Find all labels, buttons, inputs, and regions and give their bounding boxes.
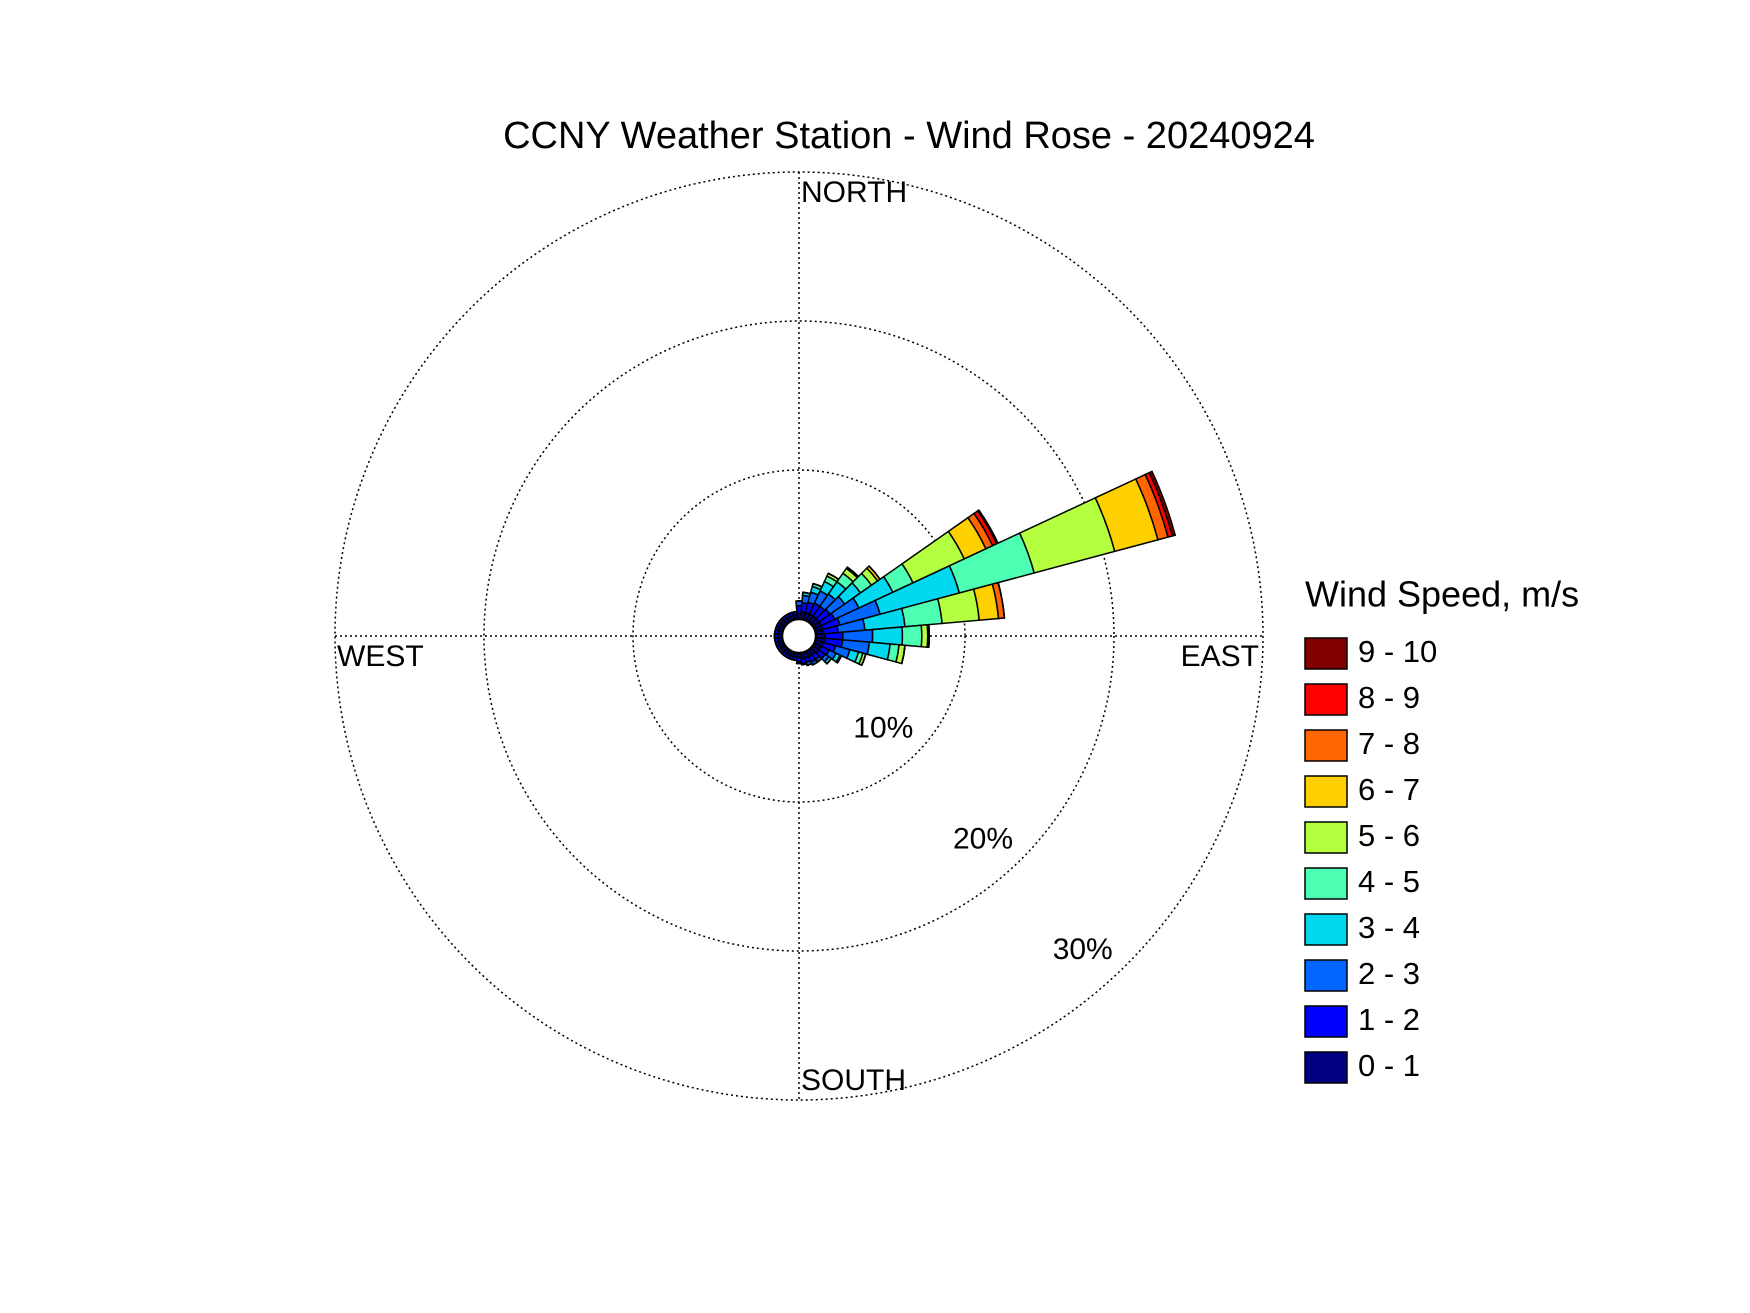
legend-swatch [1304, 959, 1348, 992]
direction-label: NORTH [801, 176, 907, 209]
rose-segment [901, 624, 923, 648]
legend-label: 8 - 9 [1358, 680, 1420, 715]
r-tick-label: 10% [853, 712, 913, 745]
rose-segment [812, 661, 818, 666]
legend-swatch [1304, 683, 1348, 716]
rose-segment [826, 658, 832, 665]
legend-title: Wind Speed, m/s [1305, 574, 1579, 615]
legend-swatch [1304, 1051, 1348, 1084]
legend-swatch [1304, 637, 1348, 670]
r-tick-label: 30% [1053, 933, 1113, 966]
legend-swatch [1304, 867, 1348, 900]
legend-label: 2 - 3 [1358, 956, 1420, 991]
grid-ring [334, 171, 1264, 1101]
rose-segment [1148, 470, 1177, 537]
rose-segment [801, 663, 807, 666]
legend-label: 1 - 2 [1358, 1002, 1420, 1037]
legend-swatch [1304, 821, 1348, 854]
legend-swatch [1304, 775, 1348, 808]
legend-swatch [1304, 1005, 1348, 1038]
legend-swatch [1304, 913, 1348, 946]
legend-label: 9 - 10 [1358, 634, 1437, 669]
rose-segment [836, 655, 843, 664]
direction-label: EAST [1181, 640, 1259, 673]
legend-label: 6 - 7 [1358, 772, 1420, 807]
legend-label: 7 - 8 [1358, 726, 1420, 761]
legend-label: 4 - 5 [1358, 864, 1420, 899]
r-tick-label: 20% [953, 822, 1013, 855]
direction-label: WEST [337, 640, 424, 673]
bars [773, 470, 1177, 667]
grid-ring [483, 320, 1115, 952]
legend-swatch [1304, 729, 1348, 762]
center-hole [780, 617, 818, 655]
grid [334, 171, 1264, 1101]
chart-title: CCNY Weather Station - Wind Rose - 20240… [503, 115, 1315, 157]
direction-label: SOUTH [801, 1064, 906, 1097]
rose-segment [806, 662, 813, 667]
overlay: 10% 20% 30% NORTH EAST SOUTH WEST 0 - 1 1 - 2 2 -… [337, 176, 1437, 1097]
rose-segment [792, 610, 797, 614]
legend-label: 3 - 4 [1358, 910, 1420, 945]
legend-label: 0 - 1 [1358, 1048, 1420, 1083]
rose-segment [901, 645, 906, 664]
grid-ring [632, 469, 966, 803]
legend-label: 5 - 6 [1358, 818, 1420, 853]
rose-segment [866, 641, 891, 661]
